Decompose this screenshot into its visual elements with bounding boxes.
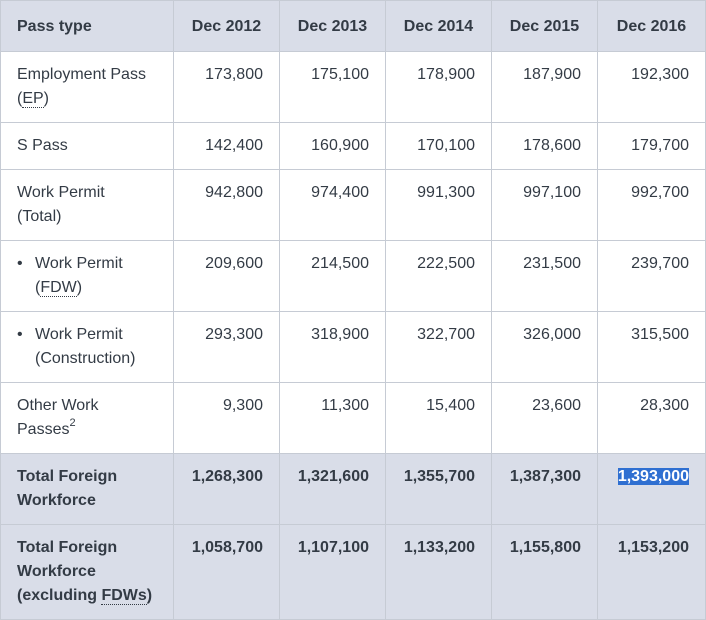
table-cell: 1,355,700 [385, 453, 492, 525]
table-cell: 209,600 [173, 240, 280, 312]
table-cell: 326,000 [491, 311, 598, 383]
abbreviation-fdws[interactable]: FDWs [101, 587, 147, 605]
table-cell: 1,058,700 [173, 524, 280, 620]
table-cell: 178,900 [385, 51, 492, 123]
table-cell: 192,300 [597, 51, 706, 123]
table-cell: 992,700 [597, 169, 706, 241]
row-label-text: ) [76, 279, 83, 296]
row-label-text: Work Permit [35, 326, 123, 343]
row-label-text: ) [43, 90, 49, 107]
row-label: S Pass [0, 122, 174, 170]
row-label-text: (Construction) [35, 350, 136, 367]
row-label: Total Foreign Workforce (excluding FDWs) [0, 524, 174, 620]
table-cell: 187,900 [491, 51, 598, 123]
table-cell: 170,100 [385, 122, 492, 170]
table-cell: 1,393,000 [597, 453, 706, 525]
bullet-item: • Work Permit (Construction) [1, 323, 157, 371]
table-cell: 1,155,800 [491, 524, 598, 620]
row-label-text: (excluding [17, 587, 102, 604]
header-year: Dec 2014 [385, 0, 492, 52]
row-label-text: (Total) [17, 208, 62, 225]
header-year: Dec 2015 [491, 0, 598, 52]
row-label-text: Other Work [17, 397, 99, 414]
table-cell: 322,700 [385, 311, 492, 383]
table-cell: 175,100 [279, 51, 386, 123]
table-cell: 974,400 [279, 169, 386, 241]
table-row-employment-pass: Employment Pass (EP) 173,800 175,100 178,… [0, 51, 706, 123]
row-label-text: Total Foreign [17, 468, 118, 485]
table-row-s-pass: S Pass 142,400 160,900 170,100 178,600 1… [0, 122, 706, 170]
table-row-work-permit-total: Work Permit (Total) 942,800 974,400 991,3… [0, 169, 706, 241]
table-cell: 160,900 [279, 122, 386, 170]
table-cell: 293,300 [173, 311, 280, 383]
header-year: Dec 2013 [279, 0, 386, 52]
row-label-text: Work Permit (FDW) [35, 252, 157, 300]
bullet-item: • Work Permit (FDW) [1, 252, 157, 300]
header-year: Dec 2012 [173, 0, 280, 52]
table-cell: 991,300 [385, 169, 492, 241]
row-label-text: Total Foreign [17, 539, 118, 556]
row-label: Total Foreign Workforce [0, 453, 174, 525]
table-row-total-excluding-fdws: Total Foreign Workforce (excluding FDWs) 1… [0, 524, 706, 620]
table-cell: 179,700 [597, 122, 706, 170]
table-cell: 318,900 [279, 311, 386, 383]
table-cell: 173,800 [173, 51, 280, 123]
table-cell: 23,600 [491, 382, 598, 454]
row-label: Work Permit (Total) [0, 169, 174, 241]
table-cell: 15,400 [385, 382, 492, 454]
table-cell: 214,500 [279, 240, 386, 312]
selected-text[interactable]: 1,393,000 [617, 468, 689, 485]
table-cell: 11,300 [279, 382, 386, 454]
row-label-text: Workforce [17, 563, 96, 580]
table-cell: 1,133,200 [385, 524, 492, 620]
header-row: Pass type Dec 2012 Dec 2013 Dec 2014 Dec… [0, 0, 706, 52]
table-cell: 1,153,200 [597, 524, 706, 620]
table-header: Pass type Dec 2012 Dec 2013 Dec 2014 Dec… [0, 0, 706, 52]
table-cell: 1,107,100 [279, 524, 386, 620]
table-cell: 942,800 [173, 169, 280, 241]
row-label-text: ( [35, 279, 41, 296]
footnote-marker[interactable]: 2 [69, 416, 76, 429]
table-cell: 239,700 [597, 240, 706, 312]
table-cell: 222,500 [385, 240, 492, 312]
row-label: Other Work Passes2 [0, 382, 174, 454]
table-cell: 997,100 [491, 169, 598, 241]
row-label-text: Employment Pass [17, 66, 146, 83]
row-label: • Work Permit (Construction) [0, 311, 174, 383]
row-label-text: ( [17, 90, 23, 107]
row-label: Employment Pass (EP) [0, 51, 174, 123]
table-row-total-foreign-workforce: Total Foreign Workforce 1,268,300 1,321,6… [0, 453, 706, 525]
table-body: Employment Pass (EP) 173,800 175,100 178,… [0, 51, 706, 620]
table-cell: 1,387,300 [491, 453, 598, 525]
table-cell: 231,500 [491, 240, 598, 312]
row-label-text: Passes [17, 421, 70, 438]
row-label-text: Work Permit (Construction) [35, 323, 157, 371]
table-row-work-permit-fdw: • Work Permit (FDW) 209,600 214,500 222,5… [0, 240, 706, 312]
header-pass-type: Pass type [0, 0, 174, 52]
table-cell: 315,500 [597, 311, 706, 383]
bullet-icon: • [17, 255, 23, 272]
row-label: • Work Permit (FDW) [0, 240, 174, 312]
abbreviation-ep[interactable]: EP [22, 90, 44, 108]
table-cell: 1,321,600 [279, 453, 386, 525]
row-label-text: ) [146, 587, 153, 604]
row-label-text: Workforce [17, 492, 96, 509]
table-cell: 178,600 [491, 122, 598, 170]
table-cell: 28,300 [597, 382, 706, 454]
header-year: Dec 2016 [597, 0, 706, 52]
table-cell: 142,400 [173, 122, 280, 170]
abbreviation-fdw[interactable]: FDW [40, 279, 77, 297]
table-row-other-work-passes: Other Work Passes2 9,300 11,300 15,400 23… [0, 382, 706, 454]
bullet-icon: • [17, 326, 23, 343]
row-label-text: Work Permit [17, 184, 105, 201]
table-row-work-permit-construction: • Work Permit (Construction) 293,300 318,… [0, 311, 706, 383]
table-cell: 1,268,300 [173, 453, 280, 525]
table-cell: 9,300 [173, 382, 280, 454]
row-label-text: Work Permit [35, 255, 123, 272]
